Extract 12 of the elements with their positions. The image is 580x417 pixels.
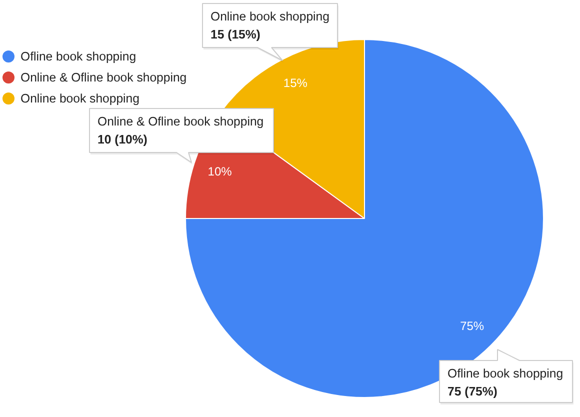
- slice-label: Online book shopping: [210, 10, 330, 24]
- slice-label: Online & Ofline book shopping: [98, 114, 264, 128]
- data-label: 10%: [208, 164, 232, 178]
- legend-label: Online book shopping: [20, 92, 140, 106]
- text: 15 (15%): [210, 28, 260, 42]
- legend-label: Ofline book shopping: [20, 50, 136, 64]
- slice-label: Ofline book shopping: [448, 366, 564, 380]
- data-label: 15%: [283, 76, 308, 90]
- text: 75 (75%): [448, 384, 498, 398]
- text: 10 (10%): [98, 132, 148, 146]
- data-label: 75%: [460, 319, 484, 334]
- legend-label: Online & Ofline book shopping: [20, 70, 187, 84]
